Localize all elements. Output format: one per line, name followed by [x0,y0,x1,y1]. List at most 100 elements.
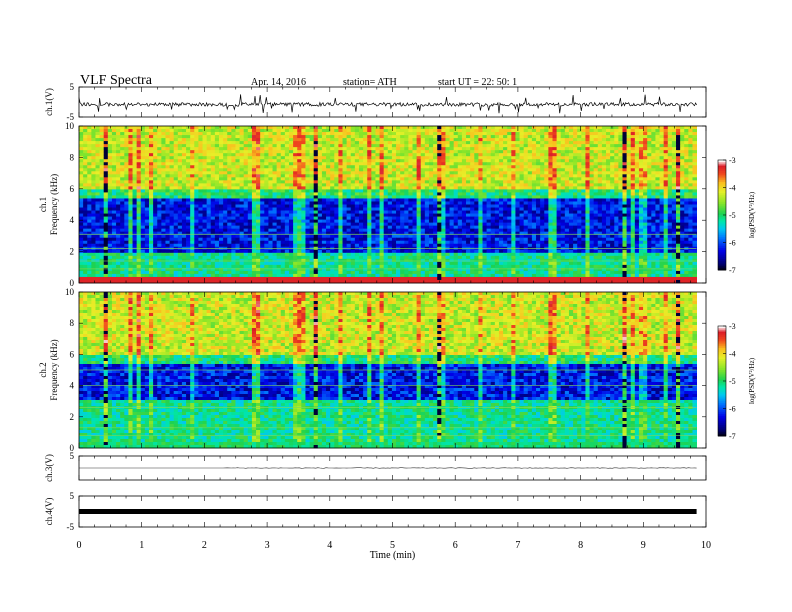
spectrogram-cell [272,129,278,133]
spectrogram-cell [568,183,574,187]
spectrogram-cell [243,129,249,133]
spectrogram-cell [202,141,208,145]
spectrogram-cell [247,138,253,142]
spectrogram-cell [684,183,689,187]
spectrogram-cell [309,183,315,187]
spectrogram-cell [515,204,520,208]
spectrogram-cell [99,225,105,230]
spectrogram-cell [453,174,459,178]
spectrogram-cell [280,183,286,187]
spectrogram-cell [301,222,306,227]
spectrogram-cell [227,126,232,130]
spectrogram-cell [161,150,166,154]
spectrogram-cell [511,222,516,227]
spectrogram-cell [581,162,586,166]
spectrogram-cell [457,153,463,157]
spectrogram-cell [301,156,306,160]
spectrogram-cell [556,213,562,217]
spectrogram-cell [317,189,323,193]
spectrogram-cell [264,159,269,163]
spectrogram-cell [618,132,623,136]
spectrogram-cell [412,213,418,217]
spectrogram-cell [659,141,665,145]
spectrogram-cell [190,225,195,230]
spectrogram-cell [128,198,133,202]
spectrogram-cell [601,165,607,169]
spectrogram-cell [428,156,434,160]
spectrogram-cell [161,192,166,196]
spectrogram-cell [519,177,525,181]
spectrogram-cell [412,171,418,175]
spectrogram-cell [239,165,245,169]
spectrogram-cell [684,129,689,133]
spectrogram-cell [684,180,689,184]
spectrogram-cell [453,135,459,139]
spectrogram-cell [198,150,203,154]
spectrogram-cell [107,150,113,154]
spectrogram-cell [556,198,562,202]
spectrogram-cell [293,213,298,217]
spectrogram-cell [239,150,245,154]
spectrogram-cell [264,180,269,184]
spectrogram-cell [136,186,142,190]
spectrogram-cell [235,147,240,151]
spectrogram-cell [651,219,656,224]
spectrogram-cell [140,147,146,151]
spectrogram-cell [375,219,380,224]
spectrogram-cell [396,186,401,190]
spectrogram-cell [597,189,603,193]
spectrogram-cell [396,204,401,208]
spectrogram-cell [79,207,84,211]
spectrogram-cell [692,159,697,163]
spectrogram-cell [268,207,273,211]
spectrogram-cell [601,180,607,184]
spectrogram-cell [350,219,356,224]
spectrogram-cell [507,138,512,142]
spectrogram-cell [638,222,644,227]
spectrogram-cell [330,126,335,130]
spectrogram-cell [478,219,483,224]
spectrogram-cell [391,207,397,211]
spectrogram-cell [482,204,488,208]
spectrogram-cell [231,189,236,193]
spectrogram-cell [272,198,278,202]
spectrogram-cell [338,174,343,178]
spectrogram-cell [585,171,590,175]
spectrogram-cell [235,192,240,196]
spectrogram-cell [482,144,488,148]
spectrogram-cell [523,207,529,211]
spectrogram-cell [284,216,290,220]
spectrogram-cell [408,186,413,190]
spectrogram-cell [585,195,590,199]
spectrogram-cell [268,192,273,196]
spectrogram-cell [264,150,269,154]
spectrogram-cell [173,144,179,148]
spectrogram-cell [247,189,253,193]
spectrogram-cell [441,153,446,157]
spectrogram-cell [441,138,446,142]
spectrogram-cell [466,144,471,148]
spectrogram-cell [280,132,286,136]
spectrogram-cell [548,180,553,184]
spectrogram-cell [181,132,187,136]
spectrogram-cell [519,150,525,154]
spectrogram-cell [181,135,187,139]
spectrogram-cell [655,135,660,139]
spectrogram-cell [301,168,306,172]
spectrogram-cell [186,225,191,230]
spectrogram-cell [622,219,627,224]
spectrogram-cell [342,219,348,224]
spectrogram-cell [449,171,455,175]
spectrogram-cell [375,153,380,157]
spectrogram-cell [371,159,376,163]
spectrogram-cell [680,126,685,130]
spectrogram-cell [498,186,504,190]
spectrogram-cell [239,192,245,196]
spectrogram-cell [433,141,438,145]
spectrogram-cell [330,204,335,208]
spectrogram-cell [601,174,607,178]
spectrogram-cell [437,138,442,142]
spectrogram-cell [437,204,442,208]
spectrogram-cell [441,129,446,133]
spectrogram-cell [132,168,138,172]
